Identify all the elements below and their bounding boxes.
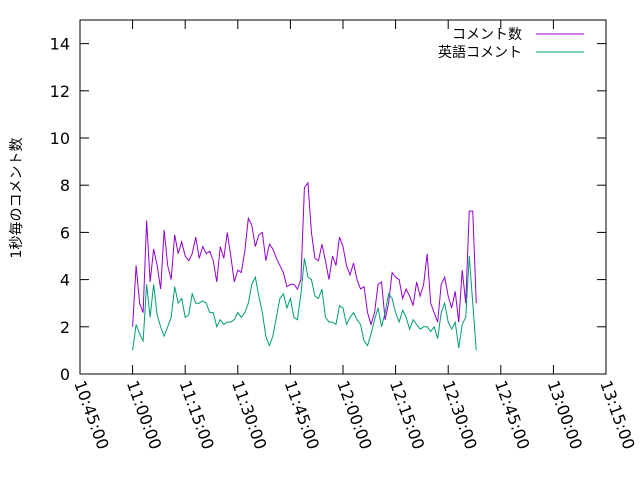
legend-label-1: コメント数: [452, 27, 522, 43]
legend-label-2: 英語コメント: [438, 44, 522, 61]
y-tick-label: 8: [60, 176, 70, 195]
y-tick-label: 12: [50, 82, 70, 101]
y-tick-label: 6: [60, 223, 70, 242]
series-line-1: [132, 181, 477, 327]
series-layer: [132, 181, 477, 351]
y-tick-label: 0: [60, 365, 70, 384]
series-line-2: [132, 255, 477, 351]
y-axis-label: 1秒毎のコメント数: [9, 138, 25, 259]
y-tick-label: 4: [60, 271, 70, 290]
y-tick-label: 10: [50, 129, 70, 148]
y-tick-label: 2: [60, 318, 70, 337]
y-tick-label: 14: [50, 35, 70, 54]
